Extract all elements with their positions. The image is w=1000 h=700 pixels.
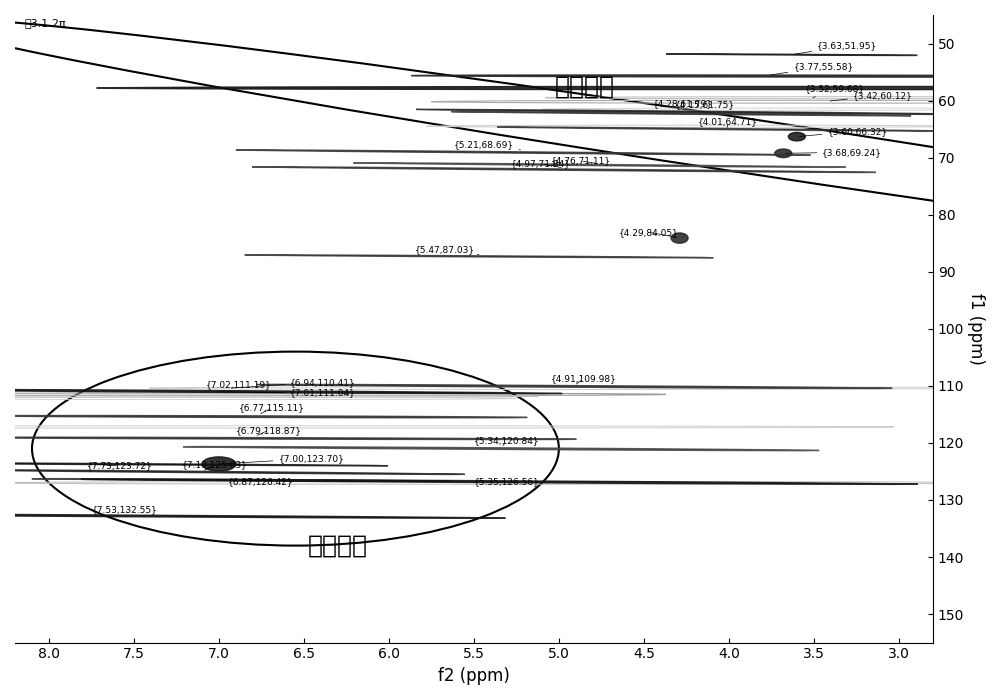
Text: 图3.1.2π: 图3.1.2π xyxy=(24,18,66,28)
Text: {7.00,123.70}: {7.00,123.70} xyxy=(222,454,344,464)
Text: {6.79,118.87}: {6.79,118.87} xyxy=(236,426,302,435)
Ellipse shape xyxy=(666,54,917,55)
Text: {3.42,60.12}: {3.42,60.12} xyxy=(830,91,913,101)
Text: {4.91,109.98}: {4.91,109.98} xyxy=(550,374,616,384)
Ellipse shape xyxy=(411,75,1000,77)
Ellipse shape xyxy=(416,109,991,115)
Ellipse shape xyxy=(32,479,450,482)
X-axis label: f2 (ppm): f2 (ppm) xyxy=(438,667,510,685)
Ellipse shape xyxy=(183,447,819,451)
Ellipse shape xyxy=(236,150,811,155)
Text: {3.52,59.68}: {3.52,59.68} xyxy=(805,84,865,98)
Ellipse shape xyxy=(353,163,846,167)
Ellipse shape xyxy=(775,149,792,158)
Text: 芳香族区: 芳香族区 xyxy=(308,533,368,558)
Text: {5.47,87.03}: {5.47,87.03} xyxy=(414,245,479,255)
Ellipse shape xyxy=(252,167,876,172)
Text: {7.53,132.55}: {7.53,132.55} xyxy=(91,505,157,514)
Text: {4.76,71.11}: {4.76,71.11} xyxy=(550,156,611,165)
Text: {5.34,120.84}: {5.34,120.84} xyxy=(474,437,540,446)
Text: {7.01,111.04}: {7.01,111.04} xyxy=(220,389,356,398)
Ellipse shape xyxy=(256,384,892,388)
Ellipse shape xyxy=(245,255,713,258)
Ellipse shape xyxy=(0,389,562,393)
Text: {4.01,64.71}: {4.01,64.71} xyxy=(698,118,758,127)
Y-axis label: f1 (ppm): f1 (ppm) xyxy=(967,293,985,365)
Text: {7.02,111.19}: {7.02,111.19} xyxy=(205,380,271,393)
Ellipse shape xyxy=(202,457,236,471)
Text: {7.10,125.03}: {7.10,125.03} xyxy=(182,461,247,470)
Ellipse shape xyxy=(0,438,576,440)
Ellipse shape xyxy=(0,514,506,518)
Text: {4.97,71.84}: {4.97,71.84} xyxy=(511,159,571,168)
Text: {7.73,123.72}: {7.73,123.72} xyxy=(86,461,152,470)
Text: {6.87,126.42}: {6.87,126.42} xyxy=(227,477,293,486)
Text: {6.94,110.41}: {6.94,110.41} xyxy=(232,378,356,388)
Text: {3.77,55.58}: {3.77,55.58} xyxy=(771,62,854,75)
Text: {5.21,68.69}: {5.21,68.69} xyxy=(454,141,520,150)
Text: 脂肪族区: 脂肪族区 xyxy=(554,74,614,98)
Text: {4.28,61.79}: {4.28,61.79} xyxy=(652,99,712,108)
Text: {3.60,66.32}: {3.60,66.32} xyxy=(800,127,888,136)
Text: {4.15,61.75}: {4.15,61.75} xyxy=(674,100,735,109)
Text: {4.29,84.05}: {4.29,84.05} xyxy=(618,228,678,237)
Ellipse shape xyxy=(0,416,527,418)
Text: {5.35,126.56}: {5.35,126.56} xyxy=(474,477,540,486)
Ellipse shape xyxy=(671,233,688,243)
Text: {6.77,115.11}: {6.77,115.11} xyxy=(239,403,305,414)
Ellipse shape xyxy=(0,470,465,475)
Text: {3.63,51.95}: {3.63,51.95} xyxy=(794,41,877,54)
Ellipse shape xyxy=(97,87,1000,90)
Ellipse shape xyxy=(0,462,388,466)
Ellipse shape xyxy=(497,127,957,131)
Ellipse shape xyxy=(81,479,918,484)
Ellipse shape xyxy=(451,111,911,116)
Text: {3.68,69.24}: {3.68,69.24} xyxy=(786,148,882,157)
Ellipse shape xyxy=(788,132,805,141)
